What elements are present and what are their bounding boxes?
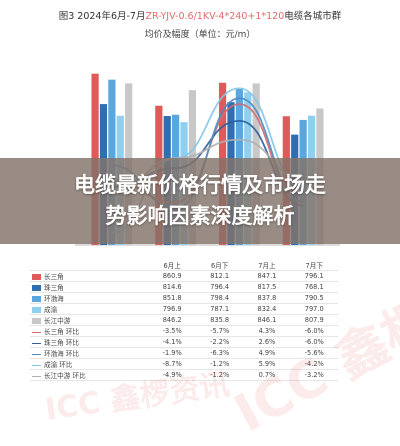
legend-swatch [32, 364, 41, 366]
value-cell: 835.8 [195, 314, 244, 326]
table-row: 环渤海 851.8 798.4 837.8 790.5 [30, 292, 338, 304]
series-name-cell: 长三角 [30, 270, 149, 282]
value-cell: 5.9% [243, 358, 291, 370]
value-cell: 846.1 [243, 314, 291, 326]
legend-swatch [32, 353, 41, 355]
article-title-banner: 电缆最新价格行情及市场走 势影响因素深度解析 [0, 158, 400, 244]
legend-swatch [32, 296, 41, 302]
value-cell: -8.7% [148, 358, 196, 370]
value-cell: -1.2% [195, 358, 244, 370]
series-name: 长江中游 [44, 317, 71, 325]
table-row: 成渝 环比 -8.7% -1.2% 5.9% -4.2% [30, 358, 338, 370]
chart-title-spec: ZR-YJV-0.6/1KV-4*240+1*120 [145, 11, 285, 22]
series-name-cell: 环渤海 环比 [30, 347, 149, 359]
value-cell: 846.2 [148, 314, 196, 326]
table-row: 珠三角 环比 -4.1% -2.2% 2.6% -6.0% [30, 336, 338, 348]
article-title-line-1: 电缆最新价格行情及市场走 [74, 173, 326, 197]
series-name-cell: 成渝 [30, 303, 149, 315]
legend-swatch [32, 307, 41, 313]
series-name-cell: 珠三角 [30, 281, 149, 293]
value-cell: 790.5 [290, 292, 338, 304]
table-header-row: 6月上 6月下 7月上 7月下 [30, 260, 338, 271]
value-cell: -1.9% [148, 347, 196, 359]
legend-swatch [32, 274, 41, 280]
legend-swatch [32, 342, 41, 344]
table-row: 长江中游 环比 -4.9% -1.2% 0.7% -3.2% [30, 369, 338, 381]
value-cell: 860.9 [148, 270, 196, 282]
table-row: 长三角 环比 -3.5% -5.7% 4.3% -6.0% [30, 325, 338, 337]
value-cell: 797.0 [290, 303, 338, 315]
value-cell: -3.5% [148, 325, 196, 337]
series-name: 成渝 环比 [44, 361, 73, 369]
data-table: 6月上 6月下 7月上 7月下 长三角 860.9 812.1 847.1 796.1 珠三角 8… [30, 260, 338, 381]
value-cell: -4.9% [148, 369, 196, 381]
series-name: 长三角 环比 [44, 328, 80, 336]
table-header-cell: 6月下 [195, 260, 244, 271]
value-cell: 807.9 [290, 314, 338, 326]
series-name-cell: 长江中游 环比 [30, 369, 149, 381]
chart-subtitle: 均价及幅度（单位：元/m） [144, 30, 256, 40]
table-row: 长江中游 846.2 835.8 846.1 807.9 [30, 314, 338, 326]
value-cell: 796.1 [290, 270, 338, 282]
table-body: 长三角 860.9 812.1 847.1 796.1 珠三角 814.6 796.4 817.… [30, 270, 338, 381]
value-cell: -2.2% [195, 336, 244, 348]
chart-title: 图3 2024年6月-7月ZR-YJV-0.6/1KV-4*240+1*120电… [0, 8, 400, 22]
value-cell: 814.6 [148, 281, 196, 293]
series-name-cell: 长三角 环比 [30, 325, 149, 337]
legend-swatch [32, 285, 41, 291]
value-cell: -4.1% [148, 336, 196, 348]
value-cell: 812.1 [195, 270, 244, 282]
value-cell: 796.4 [195, 281, 244, 293]
value-cell: 787.1 [195, 303, 244, 315]
value-cell: -5.7% [195, 325, 244, 337]
table-row: 长三角 860.9 812.1 847.1 796.1 [30, 270, 338, 282]
table-header-cell: 6月上 [148, 260, 196, 271]
series-name: 环渤海 环比 [44, 350, 80, 358]
series-name: 长三角 [44, 273, 64, 281]
series-name: 环渤海 [44, 295, 64, 303]
value-cell: 2.6% [243, 336, 291, 348]
series-name: 长江中游 环比 [44, 372, 86, 380]
series-name: 成渝 [44, 306, 58, 314]
table-header-cell: 7月上 [243, 260, 291, 271]
value-cell: 851.8 [148, 292, 196, 304]
article-title-line-2: 势影响因素深度解析 [105, 204, 295, 228]
value-cell: 832.4 [243, 303, 291, 315]
value-cell: -6.0% [290, 336, 338, 348]
value-cell: -3.2% [290, 369, 338, 381]
value-cell: 0.7% [243, 369, 291, 381]
value-cell: -6.0% [290, 325, 338, 337]
series-name: 珠三角 环比 [44, 339, 80, 347]
table-row: 珠三角 814.6 796.4 817.5 768.1 [30, 281, 338, 293]
value-cell: 837.8 [243, 292, 291, 304]
table-row: 环渤海 环比 -1.9% -6.3% 4.9% -5.6% [30, 347, 338, 359]
value-cell: 4.3% [243, 325, 291, 337]
chart-title-suffix: 电缆各城市群 [284, 11, 342, 22]
value-cell: -5.6% [290, 347, 338, 359]
value-cell: 796.9 [148, 303, 196, 315]
value-cell: 768.1 [290, 281, 338, 293]
legend-swatch [32, 318, 41, 324]
legend-swatch [32, 331, 41, 333]
series-name-cell: 珠三角 环比 [30, 336, 149, 348]
value-cell: -6.3% [195, 347, 244, 359]
legend-swatch [32, 375, 41, 377]
table-row: 成渝 796.9 787.1 832.4 797.0 [30, 303, 338, 315]
value-cell: -1.2% [195, 369, 244, 381]
series-name: 珠三角 [44, 284, 64, 292]
table-header-cell [30, 260, 149, 271]
value-cell: -4.2% [290, 358, 338, 370]
series-name-cell: 环渤海 [30, 292, 149, 304]
value-cell: 798.4 [195, 292, 244, 304]
value-cell: 4.9% [243, 347, 291, 359]
series-name-cell: 成渝 环比 [30, 358, 149, 370]
series-name-cell: 长江中游 [30, 314, 149, 326]
value-cell: 847.1 [243, 270, 291, 282]
table-header-cell: 7月下 [290, 260, 338, 271]
chart-title-prefix: 图3 2024年6月-7月 [58, 11, 146, 22]
value-cell: 817.5 [243, 281, 291, 293]
